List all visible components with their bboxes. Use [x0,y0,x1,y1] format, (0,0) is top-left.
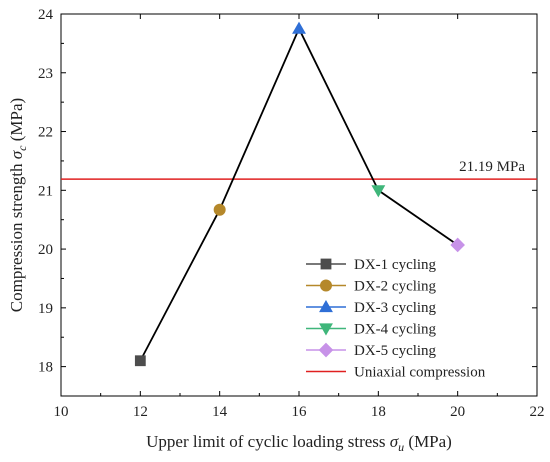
legend-label-2: DX-2 cycling [354,279,437,295]
x-axis-title-subscript: u [398,440,404,454]
legend-label-1: DX-1 cycling [354,257,437,273]
data-point-5 [450,237,465,253]
y-tick-label: 24 [38,7,54,23]
x-tick-label: 18 [371,404,386,420]
legend-label-6: Uniaxial compression [354,365,486,381]
tick-group: 10 12 14 16 18 20 22 18 19 20 21 22 23 24 [38,7,545,420]
x-axis-title-unit: (MPa) [404,432,452,451]
x-tick-label: 14 [212,404,228,420]
y-axis-title-main: Compression strength [7,159,26,312]
legend-marker-2 [319,279,332,292]
x-axis-title-symbol: σ [390,432,399,451]
y-axis-title-symbol: σ [7,150,26,159]
y-tick-label: 21 [38,183,53,199]
legend-marker-1 [320,258,332,270]
y-axis-title: Compression strength σc (MPa) [7,98,29,312]
legend: DX-1 cycling DX-2 cycling DX-3 cycling DX-4… [306,257,486,381]
legend-marker-3 [319,299,333,313]
y-tick-label: 20 [38,242,53,258]
data-point-1 [134,355,146,367]
plot-frame [60,13,538,397]
legend-marker-5 [318,342,334,358]
x-tick-label: 16 [292,404,308,420]
legend-label-5: DX-5 cycling [354,343,437,359]
data-point-4 [371,185,386,198]
y-axis-title-unit: (MPa) [7,98,26,146]
x-tick-label: 22 [530,404,545,420]
legend-marker-4 [319,323,333,336]
x-axis-title-main: Upper limit of cyclic loading stress [146,432,390,451]
y-tick-label: 18 [38,360,53,376]
y-tick-label: 19 [38,301,53,317]
x-tick-label: 12 [133,404,148,420]
marker-group [134,21,465,367]
x-tick-label: 20 [450,404,465,420]
y-tick-label: 23 [38,66,53,82]
y-axis-title-subscript: c [15,145,29,151]
reference-line-label: 21.19 MPa [459,159,525,175]
data-point-2 [213,203,226,216]
y-tick-label: 22 [38,125,53,141]
legend-label-3: DX-3 cycling [354,300,437,316]
x-tick-label: 10 [54,404,69,420]
data-point-3 [292,21,306,34]
legend-label-4: DX-4 cycling [354,322,437,338]
x-axis-title: Upper limit of cyclic loading stress σu … [146,432,452,454]
